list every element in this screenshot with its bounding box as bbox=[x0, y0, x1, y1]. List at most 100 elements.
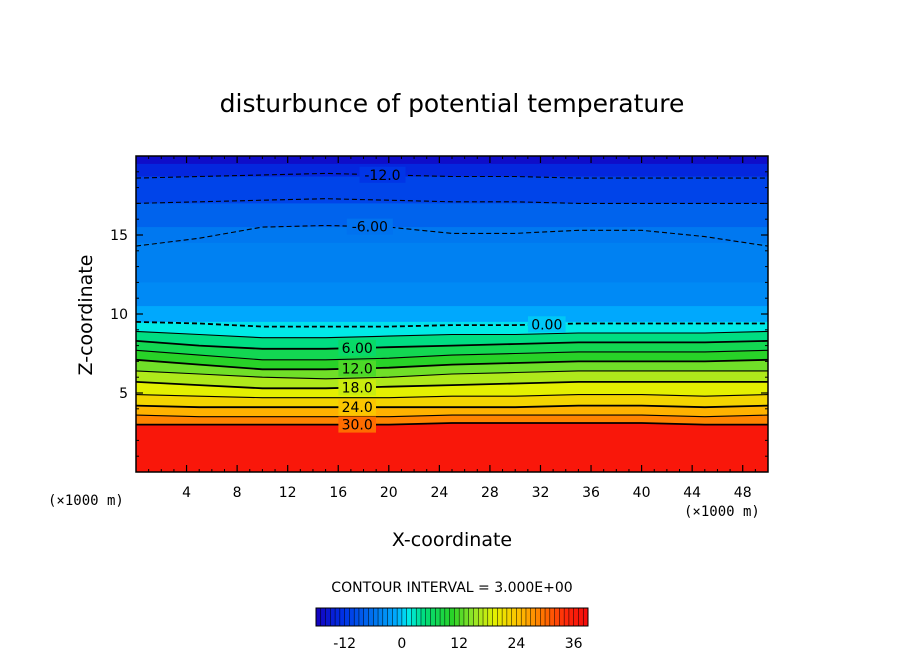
x-unit-label-right: (×1000 m) bbox=[684, 504, 760, 520]
colorbar-cell bbox=[511, 608, 517, 626]
contour-lines bbox=[135, 172, 769, 426]
x-tick-label: 36 bbox=[582, 485, 600, 501]
colorbar-cell bbox=[545, 608, 551, 626]
colorbar-tick-label: 0 bbox=[397, 636, 406, 652]
filled-band bbox=[136, 423, 768, 472]
colorbar-cell bbox=[344, 608, 350, 626]
filled-band bbox=[136, 156, 768, 165]
contour-line bbox=[135, 394, 769, 399]
x-tick-label: 44 bbox=[683, 485, 701, 501]
colorbar-cell bbox=[435, 608, 441, 626]
chart-title: disturbunce of potential temperature bbox=[220, 89, 685, 118]
colorbar-cell bbox=[325, 608, 331, 626]
contour-label-bg bbox=[359, 166, 406, 183]
colorbar-cell bbox=[387, 608, 393, 626]
colorbar-cell bbox=[564, 608, 570, 626]
filled-band bbox=[136, 381, 768, 398]
filled-band bbox=[136, 405, 768, 417]
contour-label: 12.0 bbox=[342, 362, 373, 378]
colorbar-cell bbox=[516, 608, 522, 626]
colorbar-cell bbox=[420, 608, 427, 626]
colorbar-cell bbox=[535, 608, 541, 626]
colorbar-cell bbox=[382, 608, 388, 626]
contour-label: 18.0 bbox=[342, 380, 373, 396]
colorbar-cell bbox=[373, 608, 379, 626]
contour-label: 6.00 bbox=[342, 341, 373, 357]
filled-band bbox=[136, 176, 768, 204]
filled-band bbox=[136, 340, 768, 360]
contour-label: 30.0 bbox=[342, 418, 373, 434]
colorbar-cell bbox=[568, 608, 575, 626]
contour-line bbox=[136, 422, 768, 426]
colorbar-cell bbox=[349, 608, 355, 626]
contour-line bbox=[135, 321, 768, 328]
y-tick-label: 10 bbox=[110, 307, 128, 323]
filled-band bbox=[136, 331, 768, 349]
contour-label-bg bbox=[338, 339, 376, 356]
filled-band bbox=[136, 350, 768, 370]
colorbar-cell bbox=[430, 608, 436, 626]
colorbar-cell bbox=[497, 608, 503, 626]
contour-line bbox=[135, 340, 769, 350]
contour-label: -6.00 bbox=[352, 220, 388, 236]
contour-line bbox=[135, 381, 768, 390]
colorbar-cell bbox=[335, 608, 341, 626]
colorbar bbox=[315, 607, 589, 627]
colorbar-cell bbox=[401, 608, 408, 626]
x-axis-label: X-coordinate bbox=[392, 529, 512, 551]
colorbar-cell bbox=[378, 608, 384, 626]
colorbar-cell bbox=[397, 608, 403, 626]
x-unit-label-left: (×1000 m) bbox=[48, 493, 124, 509]
contour-line bbox=[135, 358, 769, 371]
x-tick-label: 48 bbox=[734, 485, 752, 501]
colorbar-cell bbox=[473, 608, 479, 626]
y-axis-ticks: 5 10 15 bbox=[110, 171, 768, 457]
colorbar-cell bbox=[463, 608, 470, 626]
colorbar-cell bbox=[573, 608, 579, 626]
filled-band bbox=[136, 242, 768, 260]
colorbar-cell bbox=[478, 608, 484, 626]
colorbar-cell bbox=[320, 608, 326, 626]
colorbar-cell bbox=[468, 608, 474, 626]
colorbar-cell bbox=[549, 608, 555, 626]
filled-band bbox=[136, 258, 768, 283]
contour-label-bg bbox=[338, 379, 376, 396]
colorbar-cell bbox=[339, 608, 346, 626]
colorbar-tick-label: -12 bbox=[333, 636, 356, 652]
colorbar-tick-label: 12 bbox=[450, 636, 468, 652]
x-tick-label: 32 bbox=[532, 485, 550, 501]
colorbar-cell bbox=[506, 608, 513, 626]
y-tick-label: 5 bbox=[119, 386, 128, 402]
y-tick-label: 15 bbox=[110, 228, 128, 244]
colorbar-cell bbox=[330, 608, 336, 626]
contour-line bbox=[135, 404, 769, 409]
contour-label: 24.0 bbox=[342, 400, 373, 416]
colorbar-cell bbox=[578, 608, 584, 626]
colorbar-cell bbox=[363, 608, 369, 626]
filled-band bbox=[136, 359, 768, 379]
contour-line bbox=[135, 172, 768, 179]
contour-label-bg bbox=[528, 316, 566, 333]
filled-band bbox=[136, 227, 768, 244]
x-tick-label: 20 bbox=[380, 485, 398, 501]
contour-label: -12.0 bbox=[364, 168, 400, 184]
colorbar-tick-label: 24 bbox=[508, 636, 526, 652]
colorbar-tick-label: 36 bbox=[565, 636, 583, 652]
plot-area: -12.0 -6.00 0.00 6.00 12.0 18.0 24.0 30.0 bbox=[135, 155, 769, 473]
colorbar-cell bbox=[411, 608, 417, 626]
contour-label-bg bbox=[338, 360, 376, 377]
x-tick-label: 8 bbox=[233, 485, 242, 501]
colorbar-cell bbox=[554, 608, 560, 626]
y-axis-label: Z-coordinate bbox=[75, 255, 97, 376]
contour-label-bg bbox=[338, 399, 376, 416]
colorbar-cell bbox=[454, 608, 460, 626]
colorbar-cell bbox=[358, 608, 365, 626]
filled-band bbox=[136, 321, 768, 338]
colorbar-cell bbox=[521, 608, 527, 626]
filled-band bbox=[136, 306, 768, 323]
colorbar-cell bbox=[440, 608, 446, 626]
colorbar-cell bbox=[406, 608, 412, 626]
colorbar-cell bbox=[483, 608, 489, 626]
filled-contours bbox=[136, 156, 768, 472]
